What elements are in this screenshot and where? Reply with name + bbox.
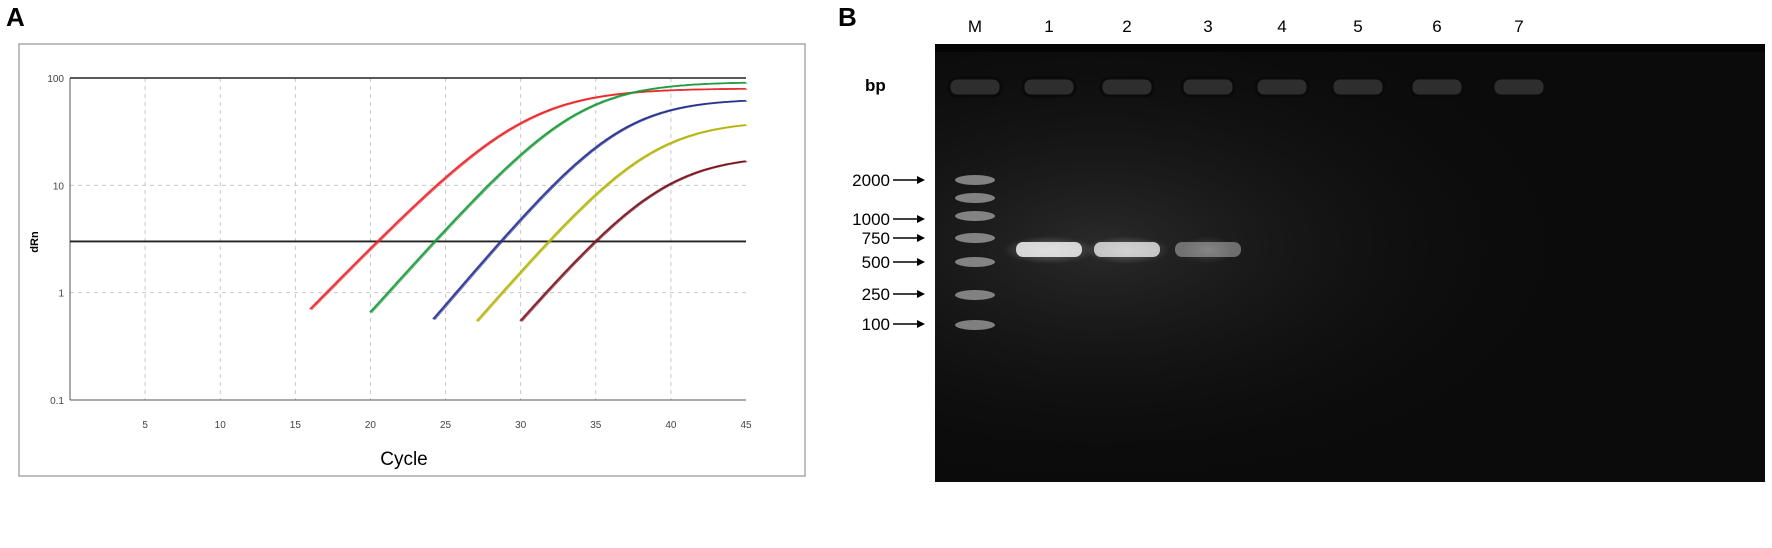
lane-label: 3 [1203, 17, 1212, 36]
ladder-band [955, 193, 995, 203]
gel-well [1254, 76, 1310, 98]
gel-haze [935, 52, 1765, 482]
y-tick-label: 10 [53, 181, 65, 192]
amplification-curve [369, 81, 746, 313]
ladder-band [955, 175, 995, 185]
x-tick-label: 15 [290, 420, 302, 431]
sample-band [1175, 242, 1241, 257]
amplification-curve [309, 88, 746, 310]
y-tick-label: 1 [58, 289, 64, 300]
marker-arrowhead [917, 290, 925, 298]
marker-arrowhead [917, 215, 925, 223]
amplification-curve [520, 160, 747, 322]
amplification-curve [476, 124, 747, 322]
lane-label: M [968, 17, 982, 36]
lane-label: 1 [1044, 17, 1053, 36]
band-glow [1181, 236, 1235, 264]
panel-b-label: B [838, 2, 857, 32]
marker-arrowhead [917, 258, 925, 266]
amplification-curve [311, 88, 748, 311]
gel-well [1180, 76, 1236, 98]
marker-size-label: 1000 [852, 210, 890, 229]
lane-label: 5 [1353, 17, 1362, 36]
marker-size-label: 750 [862, 229, 890, 248]
gel-top-strip [935, 44, 1765, 52]
gel-well [1409, 76, 1465, 98]
gel-lanes [935, 52, 1765, 482]
marker-arrowhead [917, 320, 925, 328]
bp-label: bp [865, 76, 886, 95]
gel-well [1330, 76, 1386, 98]
ladder-band [955, 320, 995, 330]
ladder-band [955, 233, 995, 243]
x-tick-label: 30 [515, 420, 527, 431]
ladder-band [955, 257, 995, 267]
ladder-band [955, 290, 995, 300]
x-tick-label: 40 [665, 420, 677, 431]
amplification-curve [434, 100, 748, 321]
x-tick-label: 35 [590, 420, 602, 431]
lane-label: 6 [1432, 17, 1441, 36]
marker-size-label: 500 [862, 253, 890, 272]
x-tick-label: 20 [365, 420, 377, 431]
x-tick-label: 10 [215, 420, 227, 431]
x-tick-label: 25 [440, 420, 452, 431]
gel-well [1021, 76, 1077, 98]
y-tick-label: 100 [47, 74, 64, 85]
ladder-band [955, 211, 995, 221]
amplification-curve [521, 161, 748, 322]
amplification-curve [371, 82, 748, 314]
panel-a-frame [18, 43, 806, 477]
gel-well [1099, 76, 1155, 98]
lane-label: 4 [1277, 17, 1286, 36]
marker-size-label: 250 [862, 285, 890, 304]
marker-size-label: 100 [862, 315, 890, 334]
gel-well [1491, 76, 1547, 98]
amplification-chart: 5 10 15 20 25 30 35 40 45 0.1 1 10 100 [47, 74, 752, 431]
amplification-curve [432, 100, 747, 320]
gel-well [947, 76, 1003, 98]
lane-label: 7 [1514, 17, 1523, 36]
x-axis-label: Cycle [380, 449, 428, 470]
marker-size-label: 2000 [852, 171, 890, 190]
amplification-curve [478, 125, 748, 322]
x-tick-label: 5 [142, 420, 148, 431]
sample-band [1094, 242, 1160, 257]
lane-labels: M 1 2 3 4 5 6 7 [968, 17, 1524, 36]
panel-a-label: A [6, 2, 25, 32]
marker-arrowhead [917, 176, 925, 184]
sample-band [1016, 242, 1082, 257]
lane-label: 2 [1122, 17, 1131, 36]
x-tick-label: 45 [740, 420, 752, 431]
y-axis-label: dRn [29, 231, 41, 253]
y-tick-label: 0.1 [50, 396, 64, 407]
marker-arrowhead [917, 234, 925, 242]
